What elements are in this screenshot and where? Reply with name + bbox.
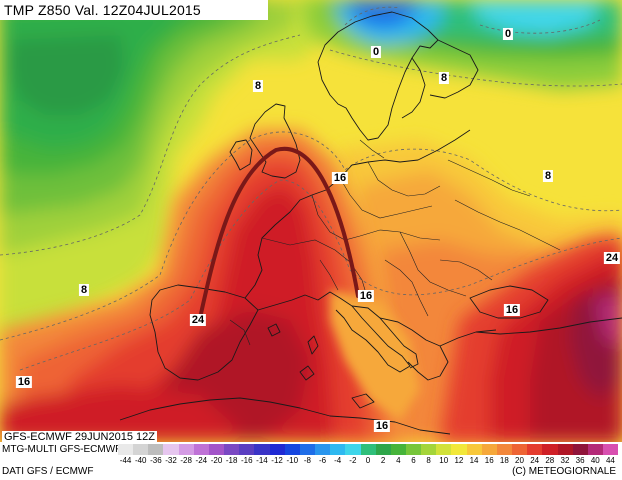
color-scale-cell xyxy=(572,444,588,455)
isotherm-contours xyxy=(0,6,622,371)
color-scale-cell xyxy=(284,444,300,455)
color-scale-cell xyxy=(557,444,573,455)
temperature-field xyxy=(0,0,622,442)
color-scale-cell xyxy=(345,444,361,455)
data-source: DATI GFS / ECMWF xyxy=(2,466,94,477)
color-scale-label: 16 xyxy=(484,456,494,465)
color-scale-cell xyxy=(254,444,270,455)
color-scale-label: 2 xyxy=(380,456,386,465)
color-scale-label: -14 xyxy=(256,456,268,465)
color-scale-cell xyxy=(163,444,179,455)
color-scale-cell xyxy=(193,444,209,455)
isotherm-label-0-russia: 0 xyxy=(502,28,514,40)
color-scale-cell xyxy=(436,444,452,455)
color-scale-cell xyxy=(421,444,437,455)
color-scale-cell xyxy=(390,444,406,455)
color-scale-cell xyxy=(148,444,164,455)
color-scale-cell xyxy=(481,444,497,455)
color-scale-labels: -44 -40 -36 -32 -28 -24 -20 -18 -16 -14 -12 -10 -8 -6… xyxy=(118,456,618,466)
color-scale-label: -36 xyxy=(150,456,162,465)
color-scale-cell xyxy=(496,444,513,455)
color-scale-label: 12 xyxy=(454,456,464,465)
color-scale-cell xyxy=(512,444,528,455)
isotherm-label-8-russia: 8 xyxy=(542,170,554,182)
color-scale-label: -40 xyxy=(134,456,147,465)
color-scale-bar xyxy=(118,444,619,455)
color-scale-cell xyxy=(118,444,134,455)
color-scale-label: -6 xyxy=(318,456,327,465)
color-scale-label: -20 xyxy=(210,456,223,465)
color-scale-label: -32 xyxy=(165,456,177,465)
color-scale-cell xyxy=(330,444,346,455)
color-scale-label: 24 xyxy=(530,456,540,465)
color-scale-label: -28 xyxy=(180,456,192,465)
color-scale-label: -18 xyxy=(225,456,238,465)
color-scale-cell xyxy=(542,444,558,455)
color-scale-label: 44 xyxy=(605,456,615,465)
copyright: (C) METEOGIORNALE xyxy=(512,466,616,477)
color-scale-label: 8 xyxy=(426,456,431,465)
isotherm-label-16-africa: 16 xyxy=(373,420,391,432)
color-scale-label: -4 xyxy=(334,456,342,465)
color-scale-cell xyxy=(315,444,331,455)
color-scale-cell xyxy=(269,444,285,455)
country-borders xyxy=(229,139,561,346)
isotherm-label-24-spain: 24 xyxy=(189,314,207,326)
color-scale-cell xyxy=(375,444,391,455)
color-scale-cell xyxy=(178,444,194,455)
color-scale-cell xyxy=(527,444,543,455)
color-scale-cell xyxy=(405,444,422,455)
color-scale-label: -10 xyxy=(286,456,299,465)
color-scale-label: -16 xyxy=(241,456,253,465)
map-title: TMP Z850 Val. 12Z04JUL2015 xyxy=(4,2,201,18)
color-scale-label: 4 xyxy=(396,456,401,465)
isotherm-label-16-germany: 16 xyxy=(331,172,349,184)
color-scale-label: 18 xyxy=(499,456,509,465)
color-scale-cell xyxy=(587,444,603,455)
color-scale-cell xyxy=(133,444,149,455)
color-scale-cell xyxy=(224,444,240,455)
color-scale-cell xyxy=(451,444,467,455)
color-scale-label: -2 xyxy=(349,456,357,465)
color-scale-label: 6 xyxy=(411,456,416,465)
isotherm-label-24-east: 24 xyxy=(603,252,621,264)
isotherm-label-16-italy: 16 xyxy=(357,290,375,302)
color-scale-label: 0 xyxy=(365,456,371,465)
color-scale-label: 40 xyxy=(590,456,600,465)
color-scale-label: -12 xyxy=(271,456,283,465)
color-scale-label: 10 xyxy=(439,456,449,465)
isotherm-label-8-northsea: 8 xyxy=(252,80,264,92)
color-scale-cell xyxy=(239,444,255,455)
color-scale-cell xyxy=(208,444,225,455)
color-scale-label: 28 xyxy=(545,456,555,465)
color-scale-label: -24 xyxy=(195,456,208,465)
color-scale-label: 20 xyxy=(515,456,524,465)
color-scale-cell xyxy=(603,444,619,455)
color-scale-cell xyxy=(360,444,376,455)
color-scale-label: 14 xyxy=(469,456,479,465)
color-scale-label: 36 xyxy=(575,456,585,465)
isotherm-label-8-baltic: 8 xyxy=(438,72,450,84)
color-scale-label: -44 xyxy=(119,456,132,465)
ridge-axis-line xyxy=(198,146,360,320)
temperature-map xyxy=(0,0,622,442)
isotherm-label-16-portugal: 16 xyxy=(15,376,33,388)
color-scale-cell xyxy=(466,444,482,455)
isotherm-label-16-blacksea: 16 xyxy=(503,304,521,316)
color-scale-label: 32 xyxy=(560,456,570,465)
title-box: TMP Z850 Val. 12Z04JUL2015 xyxy=(0,0,268,20)
color-scale-label: -8 xyxy=(303,456,311,465)
isotherm-label-0-scandinavia: 0 xyxy=(370,46,382,58)
model-run-label: GFS-ECMWF 29JUN2015 12Z xyxy=(2,431,157,443)
scale-title: MTG-MULTI GFS-ECMWF xyxy=(2,444,122,455)
isotherm-label-8-atlantic: 8 xyxy=(78,284,90,296)
color-scale-cell xyxy=(299,444,316,455)
